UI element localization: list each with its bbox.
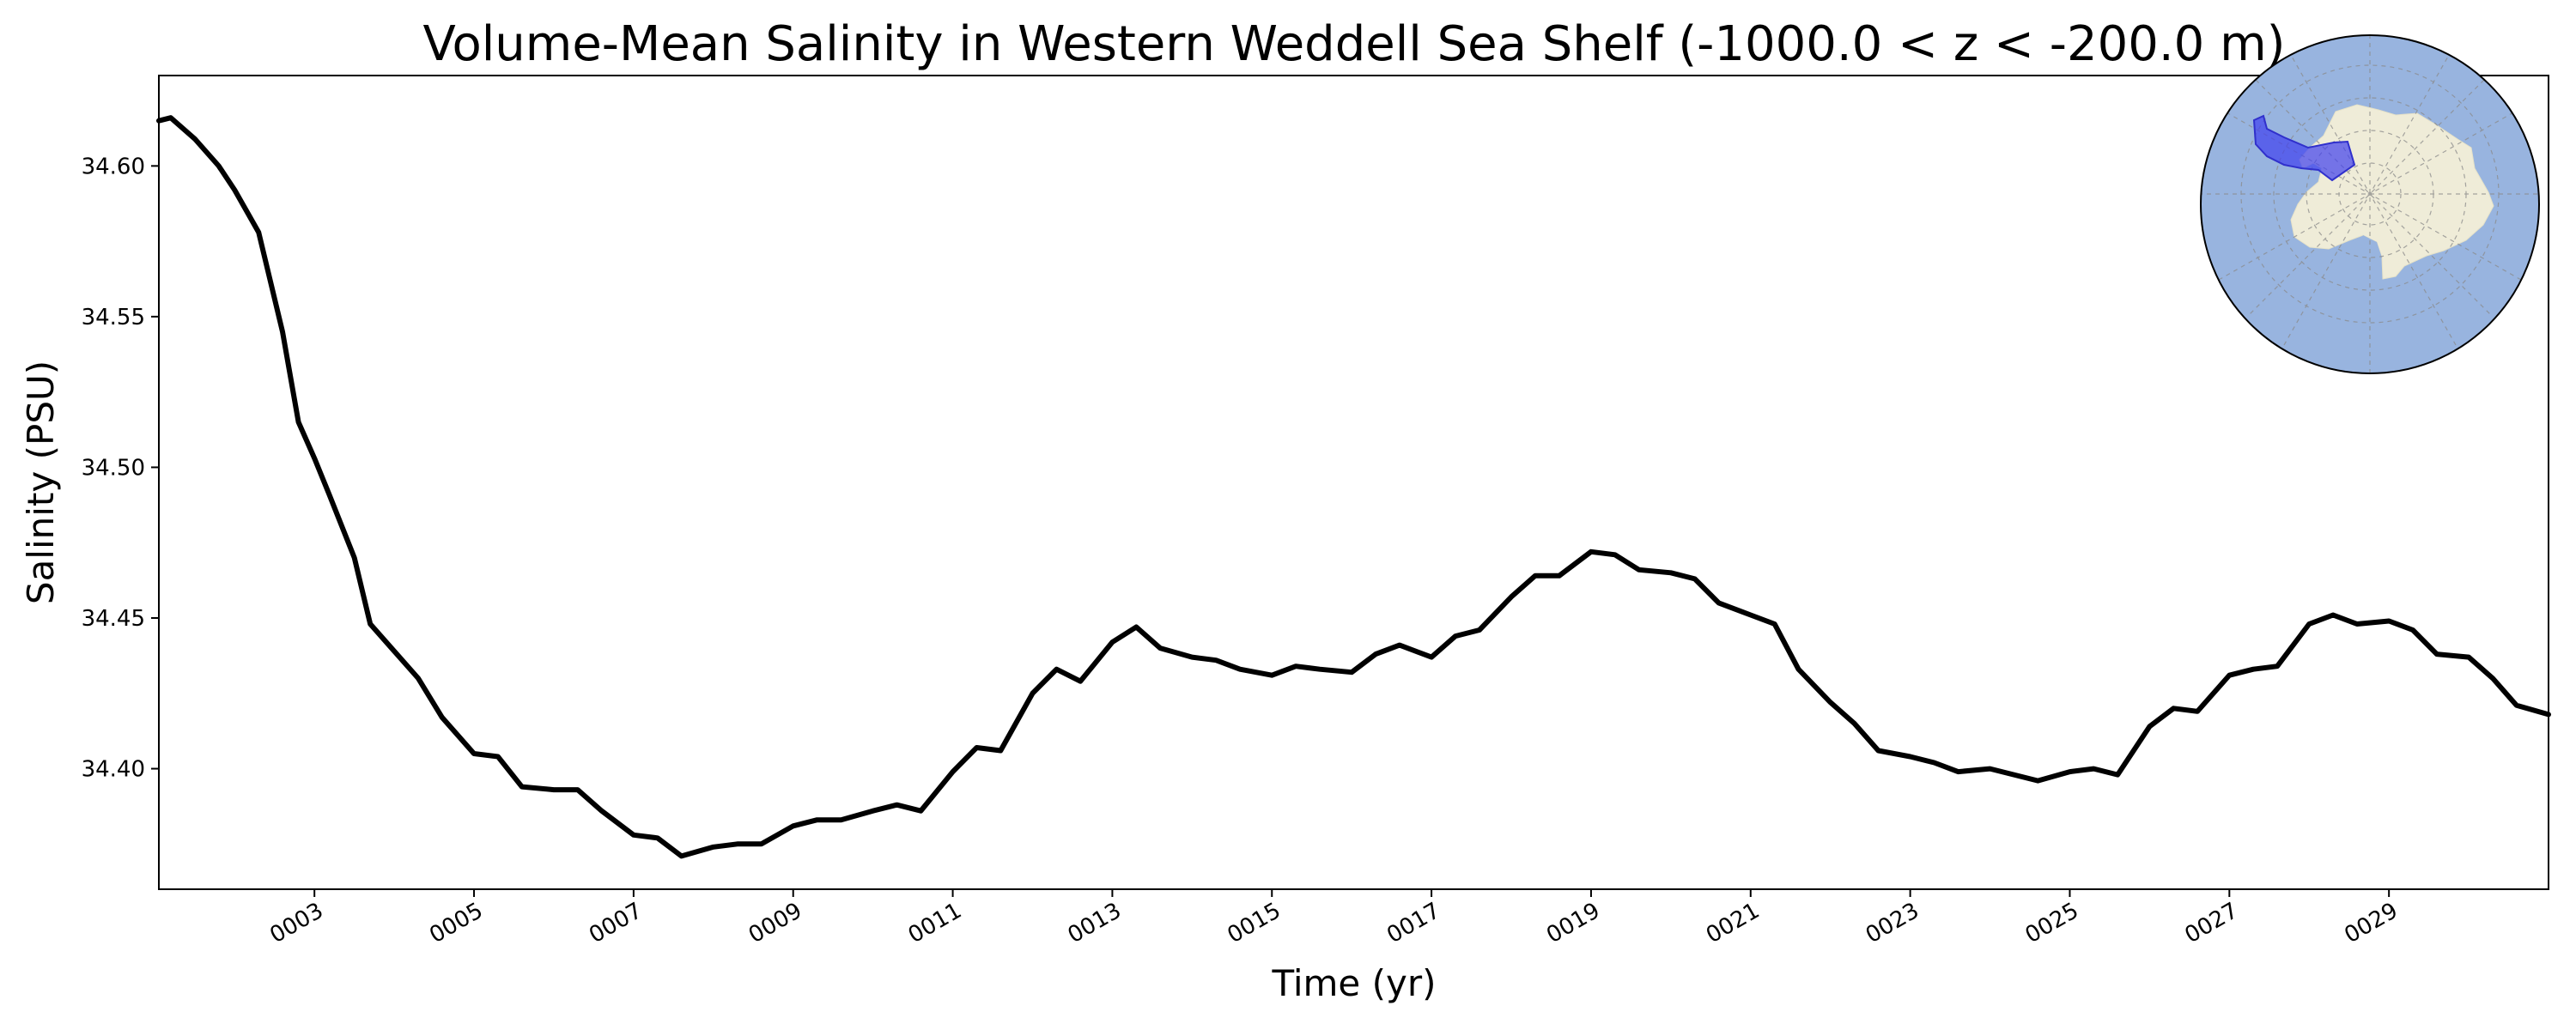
x-tick-label: 0007 (585, 898, 647, 948)
x-axis: 0003 0005 0007 0009 0011 0013 0015 0017 0019 0021… (265, 889, 2403, 948)
x-tick-label: 0023 (1862, 898, 1923, 948)
x-tick-label: 0015 (1223, 898, 1285, 948)
chart-title: Volume-Mean Salinity in Western Weddell … (423, 16, 2286, 72)
y-tick-label: 34.60 (82, 154, 145, 179)
inset-antarctica-map (2200, 34, 2540, 374)
y-axis-label: Salinity (PSU) (20, 360, 62, 604)
x-tick-label: 0013 (1064, 898, 1126, 948)
x-tick-label: 0029 (2340, 898, 2402, 948)
y-tick-label: 34.50 (82, 455, 145, 481)
map-graticule (2201, 35, 2539, 373)
y-tick-label: 34.45 (82, 606, 145, 632)
inset-border (2200, 34, 2540, 374)
plot-area (158, 75, 2549, 890)
x-tick-label: 0025 (2021, 898, 2083, 948)
y-tick-label: 34.40 (82, 757, 145, 783)
x-tick-label: 0021 (1702, 898, 1764, 948)
salinity-series-line (156, 115, 2551, 859)
x-tick-label: 0019 (1542, 898, 1604, 948)
y-tick-label: 34.55 (82, 305, 145, 330)
x-tick-label: 0003 (265, 898, 327, 948)
weddell-shelf-region (2252, 114, 2356, 182)
x-tick-label: 0009 (744, 898, 806, 948)
x-tick-label: 0011 (904, 898, 966, 948)
x-tick-label: 0005 (425, 898, 487, 948)
x-tick-label: 0027 (2181, 898, 2243, 948)
y-axis: 34.40 34.45 34.50 34.55 34.60 (82, 154, 159, 783)
x-axis-label: Time (yr) (1271, 962, 1436, 1004)
x-tick-label: 0017 (1382, 898, 1444, 948)
